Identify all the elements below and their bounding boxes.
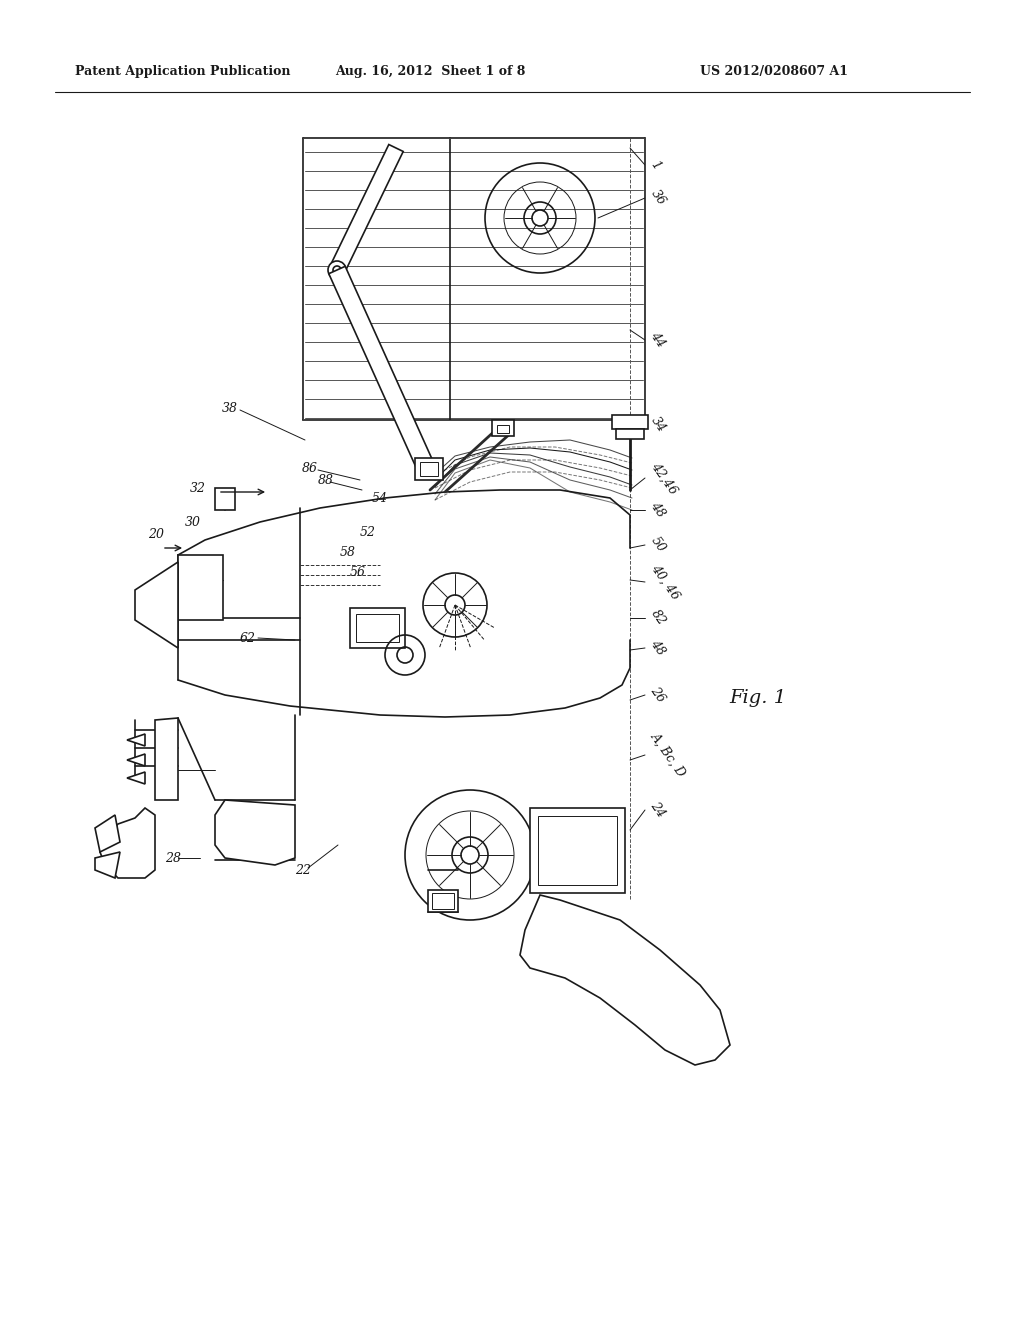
Text: 26: 26 <box>648 685 668 705</box>
Bar <box>428 890 458 912</box>
Text: 86: 86 <box>302 462 318 474</box>
Text: 58: 58 <box>340 545 356 558</box>
Polygon shape <box>127 734 145 746</box>
Polygon shape <box>127 772 145 784</box>
Bar <box>497 425 509 433</box>
Polygon shape <box>95 851 120 878</box>
Text: 54: 54 <box>372 491 388 504</box>
Bar <box>530 808 625 894</box>
Text: US 2012/0208607 A1: US 2012/0208607 A1 <box>700 66 848 78</box>
Text: 48: 48 <box>648 638 668 659</box>
Text: 32: 32 <box>190 482 206 495</box>
Polygon shape <box>135 562 178 648</box>
Polygon shape <box>95 814 120 851</box>
Bar <box>492 420 514 436</box>
Polygon shape <box>127 754 145 766</box>
Text: 28: 28 <box>165 851 181 865</box>
Text: 52: 52 <box>360 525 376 539</box>
Bar <box>178 554 223 620</box>
Bar <box>616 429 644 440</box>
Polygon shape <box>100 808 155 878</box>
Text: 20: 20 <box>148 528 164 541</box>
Text: Aug. 16, 2012  Sheet 1 of 8: Aug. 16, 2012 Sheet 1 of 8 <box>335 66 525 78</box>
Polygon shape <box>155 718 178 800</box>
Bar <box>303 139 645 420</box>
Text: 22: 22 <box>295 863 311 876</box>
Bar <box>415 458 443 480</box>
Text: 38: 38 <box>222 401 238 414</box>
Polygon shape <box>329 267 436 475</box>
Text: 82: 82 <box>648 607 668 628</box>
Text: 1: 1 <box>648 158 664 172</box>
Text: 40, 46: 40, 46 <box>648 562 682 602</box>
Polygon shape <box>520 895 730 1065</box>
Bar <box>420 462 438 477</box>
Text: 50: 50 <box>648 535 668 556</box>
Text: 36: 36 <box>648 187 668 209</box>
Bar <box>538 816 617 884</box>
Text: 24: 24 <box>648 800 668 820</box>
Text: 56: 56 <box>350 565 366 578</box>
Polygon shape <box>330 144 403 273</box>
Text: Fig. 1: Fig. 1 <box>729 689 786 708</box>
Bar <box>356 614 399 642</box>
Text: 88: 88 <box>318 474 334 487</box>
Bar <box>612 414 648 429</box>
Circle shape <box>328 261 346 279</box>
Text: 42,46: 42,46 <box>648 459 679 496</box>
Bar <box>350 609 406 648</box>
Polygon shape <box>215 800 295 865</box>
Text: Patent Application Publication: Patent Application Publication <box>75 66 291 78</box>
Circle shape <box>333 267 341 275</box>
Bar <box>432 894 454 909</box>
Text: 30: 30 <box>185 516 201 529</box>
Text: 44: 44 <box>648 330 668 350</box>
Text: 48: 48 <box>648 500 668 520</box>
Text: 34: 34 <box>648 414 668 436</box>
Text: 62: 62 <box>240 631 256 644</box>
Text: A, Bc, D: A, Bc, D <box>648 730 688 780</box>
Bar <box>215 488 234 510</box>
